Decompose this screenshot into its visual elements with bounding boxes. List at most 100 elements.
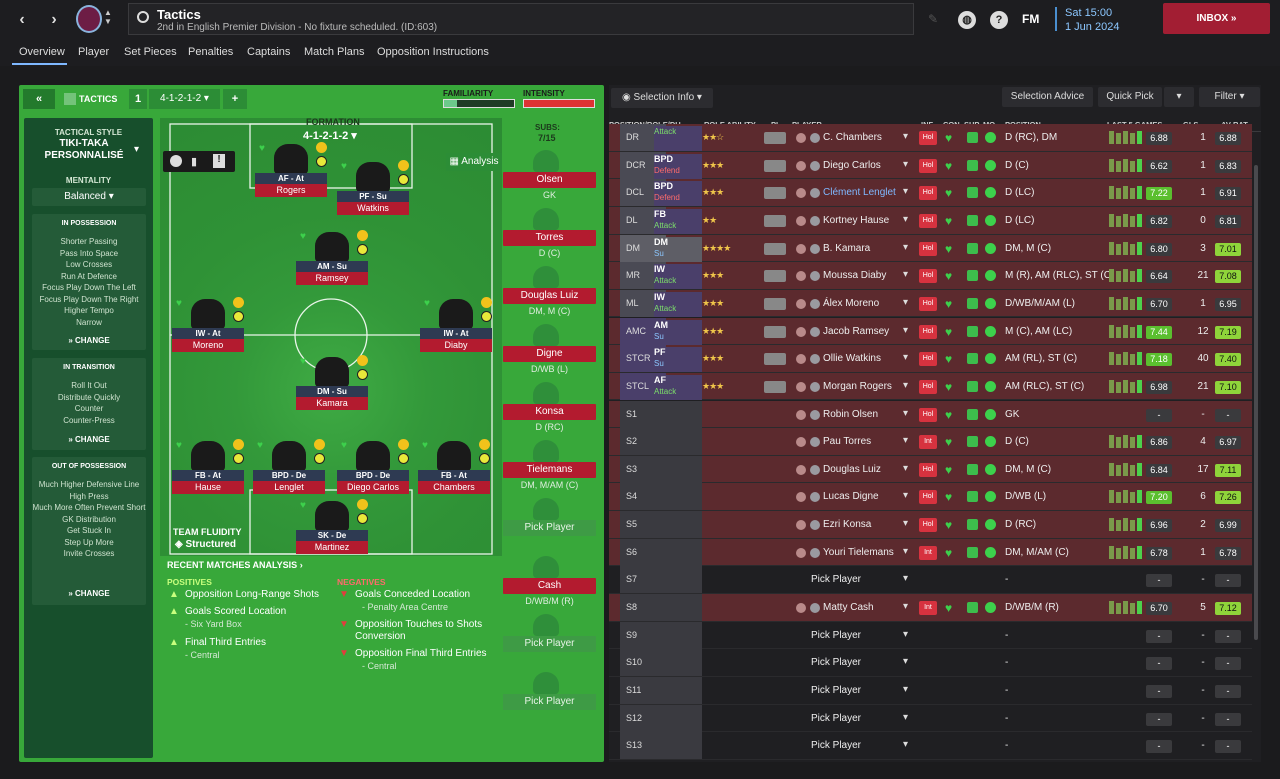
table-row[interactable]: ML IW Attack ★★★ Álex Moreno ▾ Hol ♥ D/WB/M/AM (… bbox=[609, 289, 1252, 318]
player-label[interactable]: AM - Su Ramsey bbox=[296, 261, 368, 285]
in-possession-change-button[interactable]: » CHANGE bbox=[68, 336, 110, 345]
filter-dropdown[interactable]: Filter ▾ bbox=[1199, 87, 1260, 107]
chevron-down-icon[interactable]: ▾ bbox=[903, 601, 909, 613]
table-row[interactable]: S10 Pick Player ▾ - - - - bbox=[609, 649, 1252, 677]
player-name-pill[interactable]: Kamara bbox=[296, 397, 368, 410]
player-instructions-icon[interactable] bbox=[764, 297, 786, 310]
table-row[interactable]: DL FB Attack ★★ Kortney Hause ▾ Hol ♥ D (LC) 6.82… bbox=[609, 206, 1252, 235]
chevron-down-icon[interactable]: ▾ bbox=[903, 711, 909, 723]
table-row[interactable]: AMC AM Su ★★★ Jacob Ramsey ▾ Hol ♥ M (C), AM (LC… bbox=[609, 317, 1252, 346]
chevron-down-icon[interactable]: ▾ bbox=[903, 324, 909, 336]
player-instructions-icon[interactable] bbox=[764, 132, 786, 144]
chevron-down-icon[interactable]: ▾ bbox=[903, 269, 909, 281]
sub-slot[interactable]: Tielemans DM, M/AM (C) bbox=[503, 440, 596, 496]
player-name-pill[interactable]: Martinez bbox=[296, 541, 368, 554]
player-name[interactable]: Douglas Luiz bbox=[823, 463, 881, 475]
formation-select[interactable]: 4-1-2-1-2 ▾ bbox=[149, 89, 220, 109]
table-row[interactable]: S9 Pick Player ▾ - - - - bbox=[609, 621, 1252, 650]
player-name[interactable]: Kortney Hause bbox=[823, 214, 890, 226]
chevron-down-icon[interactable]: ▾ bbox=[903, 490, 909, 502]
player-instructions-icon[interactable] bbox=[764, 242, 786, 255]
pick-player-button[interactable]: Pick Player bbox=[811, 712, 862, 724]
chevron-down-icon[interactable]: ▾ bbox=[903, 518, 909, 530]
sub-player-pill[interactable]: Digne bbox=[503, 346, 596, 362]
chevron-down-icon[interactable]: ▾ bbox=[903, 379, 909, 391]
tab-opposition-instructions[interactable]: Opposition Instructions bbox=[377, 46, 489, 58]
table-row[interactable]: S4 Lucas Digne ▾ Hol ♥ D/WB (L) 7.20 6 7.26 bbox=[609, 483, 1252, 512]
pitch-player[interactable]: ♥ FB - At Hause bbox=[172, 437, 244, 499]
table-row[interactable]: S13 Pick Player ▾ - - - - bbox=[609, 732, 1252, 760]
formation-dropdown[interactable]: 4-1-2-1-2 ▾ bbox=[303, 130, 357, 142]
breadcrumb[interactable]: Tactics 2nd in English Premier Division … bbox=[128, 3, 914, 35]
pitch-player[interactable]: ♥ FB - At Chambers bbox=[418, 437, 490, 499]
role-duty-cell[interactable]: Attack bbox=[654, 126, 702, 151]
player-label[interactable]: DM - Su Kamara bbox=[296, 386, 368, 410]
player-label[interactable]: FB - At Hause bbox=[172, 470, 244, 494]
mentality-select[interactable]: Balanced ▾ bbox=[32, 188, 146, 206]
table-row[interactable]: S11 Pick Player ▾ - - - - bbox=[609, 677, 1252, 705]
player-name-pill[interactable]: Hause bbox=[172, 481, 244, 494]
analysis-button[interactable]: ▦ Analysis bbox=[446, 153, 502, 171]
player-name[interactable]: Pau Torres bbox=[823, 436, 872, 448]
pitch-player[interactable]: ♥ SK - De Martinez bbox=[296, 497, 368, 559]
player-name[interactable]: Diego Carlos bbox=[823, 159, 881, 171]
player-name-pill[interactable]: Moreno bbox=[172, 339, 244, 352]
sub-player-pill[interactable]: Tielemans bbox=[503, 462, 596, 478]
role-duty-cell[interactable]: BPD Defend bbox=[654, 181, 702, 207]
pick-player-button[interactable]: Pick Player bbox=[503, 636, 596, 652]
chevron-down-icon[interactable]: ▾ bbox=[903, 656, 909, 668]
in-transition-change-button[interactable]: » CHANGE bbox=[68, 435, 110, 444]
help-icon[interactable]: ? bbox=[990, 11, 1008, 29]
chevron-down-icon[interactable]: ▾ bbox=[903, 131, 909, 142]
pen-icon[interactable]: ✎ bbox=[928, 12, 939, 26]
player-instructions-icon[interactable] bbox=[764, 214, 786, 227]
pitch-player[interactable]: ♥ AM - Su Ramsey bbox=[296, 228, 368, 290]
inbox-button[interactable]: INBOX » bbox=[1163, 3, 1270, 34]
chevron-down-icon[interactable]: ▾ bbox=[903, 462, 909, 474]
tab-set-pieces[interactable]: Set Pieces bbox=[124, 46, 177, 58]
player-name-pill[interactable]: Chambers bbox=[418, 481, 490, 494]
player-instructions-icon[interactable] bbox=[764, 270, 786, 283]
pitch-player[interactable]: ♥ IW - At Moreno bbox=[172, 295, 244, 357]
pick-player-button[interactable]: Pick Player bbox=[811, 685, 862, 696]
role-duty-cell[interactable]: AM Su bbox=[654, 319, 702, 345]
pick-player-button[interactable]: Pick Player bbox=[811, 657, 862, 669]
player-name[interactable]: Clément Lenglet bbox=[823, 187, 896, 199]
player-name-pill[interactable]: Lenglet bbox=[253, 481, 325, 494]
pitch-player[interactable]: ♥ BPD - De Lenglet bbox=[253, 437, 325, 499]
player-instructions-icon[interactable] bbox=[764, 159, 786, 172]
tab-captains[interactable]: Captains bbox=[247, 46, 291, 58]
role-duty-cell[interactable]: IW Attack bbox=[654, 291, 702, 317]
tab-match-plans[interactable]: Match Plans bbox=[304, 46, 365, 58]
chevron-down-icon[interactable]: ▾ bbox=[903, 407, 909, 419]
pick-player-button[interactable]: Pick Player bbox=[811, 740, 862, 752]
tactic-slot[interactable]: 1 bbox=[129, 89, 147, 109]
player-name[interactable]: Youri Tielemans bbox=[823, 546, 894, 558]
player-label[interactable]: AF - At Rogers bbox=[255, 173, 327, 197]
player-label[interactable]: BPD - De Diego Carlos bbox=[337, 470, 409, 494]
table-row[interactable]: S1 Robin Olsen ▾ Hol ♥ GK - - - bbox=[609, 400, 1252, 429]
player-name[interactable]: Robin Olsen bbox=[823, 408, 879, 420]
sub-slot[interactable]: Cash D/WB/M (R) bbox=[503, 556, 596, 612]
globe-icon[interactable]: ◍ bbox=[958, 11, 976, 29]
collapse-button[interactable]: « bbox=[23, 89, 55, 109]
sub-player-pill[interactable]: Douglas Luiz bbox=[503, 288, 596, 304]
player-label[interactable]: IW - At Moreno bbox=[172, 328, 244, 352]
club-crest-icon[interactable] bbox=[76, 5, 102, 33]
sub-slot[interactable]: Douglas Luiz DM, M (C) bbox=[503, 266, 596, 322]
sub-slot[interactable]: Digne D/WB (L) bbox=[503, 324, 596, 380]
player-instructions-icon[interactable] bbox=[764, 380, 786, 393]
player-name[interactable]: B. Kamara bbox=[823, 242, 871, 254]
player-name[interactable]: Morgan Rogers bbox=[823, 380, 892, 392]
player-name-pill[interactable]: Ramsey bbox=[296, 272, 368, 285]
table-row[interactable]: S8 Matty Cash ▾ Int ♥ D/WB/M (R) 6.70 5 7.12 bbox=[609, 594, 1252, 622]
table-row[interactable]: DCR BPD Defend ★★★ Diego Carlos ▾ Hol ♥ D (C) 6.6… bbox=[609, 151, 1252, 180]
player-name-pill[interactable]: Rogers bbox=[255, 184, 327, 197]
table-row[interactable]: S12 Pick Player ▾ - - - - bbox=[609, 704, 1252, 733]
pitch-player[interactable]: ♥ AF - At Rogers bbox=[255, 140, 327, 202]
player-label[interactable]: SK - De Martinez bbox=[296, 530, 368, 554]
person-icon[interactable] bbox=[170, 155, 182, 167]
role-duty-cell[interactable]: DM Su bbox=[654, 236, 702, 262]
pick-player-button[interactable]: Pick Player bbox=[503, 694, 596, 710]
player-label[interactable]: BPD - De Lenglet bbox=[253, 470, 325, 494]
